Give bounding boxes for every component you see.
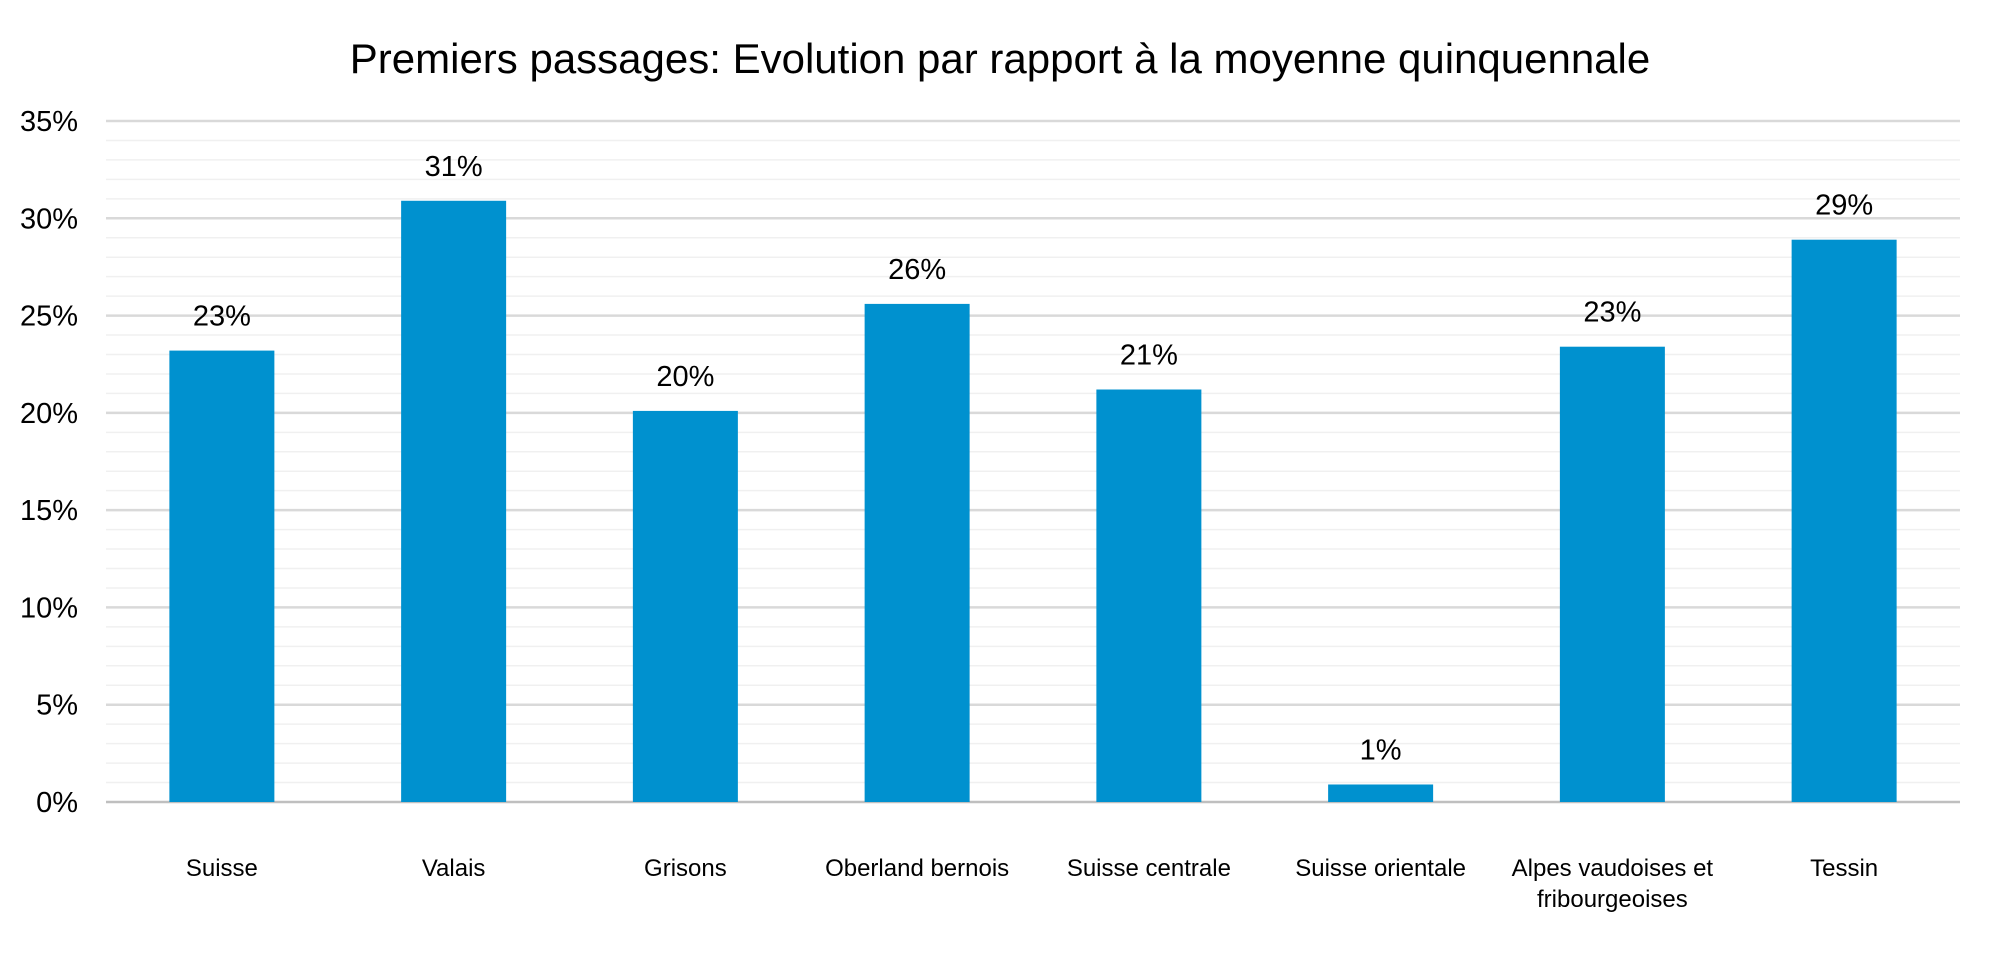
y-tick-label: 35% [20, 106, 78, 138]
y-tick-label: 5% [36, 690, 78, 722]
data-labels: 23% 31% 20% 26% 21% 1% 23% 29% [193, 151, 1873, 767]
bar [1096, 389, 1202, 802]
bar [1791, 239, 1897, 802]
data-label: 31% [425, 151, 483, 183]
data-label: 21% [1120, 340, 1178, 372]
bar [401, 200, 507, 802]
bars [169, 200, 1897, 802]
x-tick-label: Grisons [644, 855, 727, 882]
x-tick-label: Suisse [186, 855, 258, 882]
chart-title: Premiers passages: Evolution par rapport… [350, 35, 1650, 82]
y-axis: 0% 5% 10% 15% 20% 25% 30% 35% [20, 106, 78, 819]
bar [864, 303, 970, 802]
x-tick-label: Suisse centrale [1067, 855, 1231, 882]
x-tick-label: Suisse orientale [1295, 855, 1466, 882]
bar [169, 350, 275, 802]
y-tick-label: 25% [20, 301, 78, 333]
y-tick-label: 20% [20, 398, 78, 430]
bar [632, 410, 738, 802]
data-label: 29% [1815, 190, 1873, 222]
y-tick-label: 10% [20, 592, 78, 624]
x-tick-label: Alpes vaudoises et fribourgeoises [1512, 855, 1714, 913]
data-label: 20% [656, 361, 714, 393]
data-label: 26% [888, 254, 946, 286]
x-tick-label: Oberland bernois [825, 855, 1009, 882]
grid-lines [106, 119, 1960, 804]
data-label: 23% [193, 301, 251, 333]
x-tick-label: Tessin [1810, 855, 1878, 882]
bar [1328, 784, 1434, 802]
y-tick-label: 30% [20, 203, 78, 235]
x-tick-label: Valais [422, 855, 486, 882]
y-tick-label: 15% [20, 495, 78, 527]
x-axis-labels: Suisse Valais Grisons Oberland bernois Suiss… [186, 855, 1878, 913]
data-label: 1% [1360, 734, 1402, 766]
data-label: 23% [1583, 297, 1641, 329]
y-tick-label: 0% [36, 787, 78, 819]
bar [1559, 346, 1665, 802]
